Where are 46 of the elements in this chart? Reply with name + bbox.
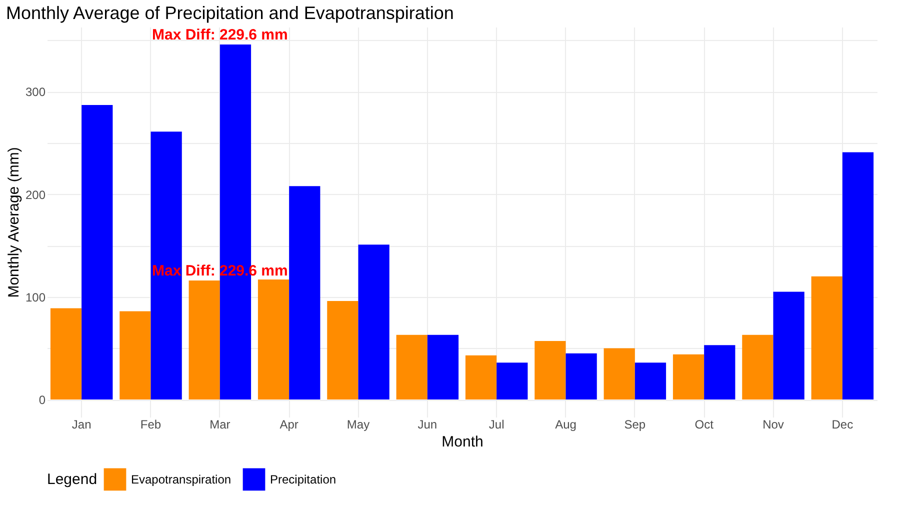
x-tick-label: Oct	[694, 418, 714, 432]
y-tick-label: 100	[25, 290, 46, 304]
x-tick-label: Jun	[418, 418, 438, 432]
bar	[742, 334, 774, 400]
bar	[258, 279, 290, 400]
bar	[842, 152, 874, 400]
legend-label: Evapotranspiration	[131, 472, 232, 486]
y-tick-label: 0	[38, 393, 46, 408]
x-tick-label: Apr	[280, 418, 298, 432]
bar	[327, 301, 358, 400]
bar	[604, 348, 635, 400]
bar	[534, 341, 566, 400]
x-tick-label: Aug	[555, 418, 576, 432]
y-tick-label: 200	[25, 188, 46, 202]
annotation: Max Diff: 229.6 mm	[152, 26, 288, 44]
bar	[358, 244, 390, 400]
bar	[704, 345, 736, 400]
bar	[634, 362, 666, 400]
x-tick-label: Sep	[624, 418, 646, 432]
y-axis-title: Monthly Average (mm)	[5, 147, 22, 298]
bar	[773, 292, 804, 400]
legend-title: Legend	[47, 471, 98, 488]
bar	[150, 132, 182, 400]
x-tick-label: Mar	[210, 418, 230, 432]
bar	[566, 353, 597, 400]
y-tick-label: 300	[25, 85, 46, 100]
bar	[120, 311, 151, 400]
bar	[396, 334, 428, 400]
bar	[811, 276, 842, 400]
bar	[496, 362, 528, 400]
x-tick-label: May	[346, 418, 370, 432]
bar	[188, 280, 220, 400]
bar	[82, 105, 113, 400]
x-tick-label: Feb	[140, 418, 162, 432]
x-tick-label: Nov	[762, 418, 784, 432]
bar	[672, 354, 704, 400]
bar	[427, 334, 459, 400]
bar	[465, 355, 497, 400]
x-axis-title: Month	[442, 434, 484, 450]
chart-title: Monthly Average of Precipitation and Evapotranspiration	[6, 3, 454, 23]
x-tick-label: Jan	[72, 418, 92, 432]
x-tick-label: Dec	[832, 418, 854, 432]
bar	[50, 308, 82, 400]
x-tick-label: Jul	[488, 418, 504, 432]
legend-label: Precipitation	[270, 472, 336, 486]
bar	[289, 186, 320, 400]
